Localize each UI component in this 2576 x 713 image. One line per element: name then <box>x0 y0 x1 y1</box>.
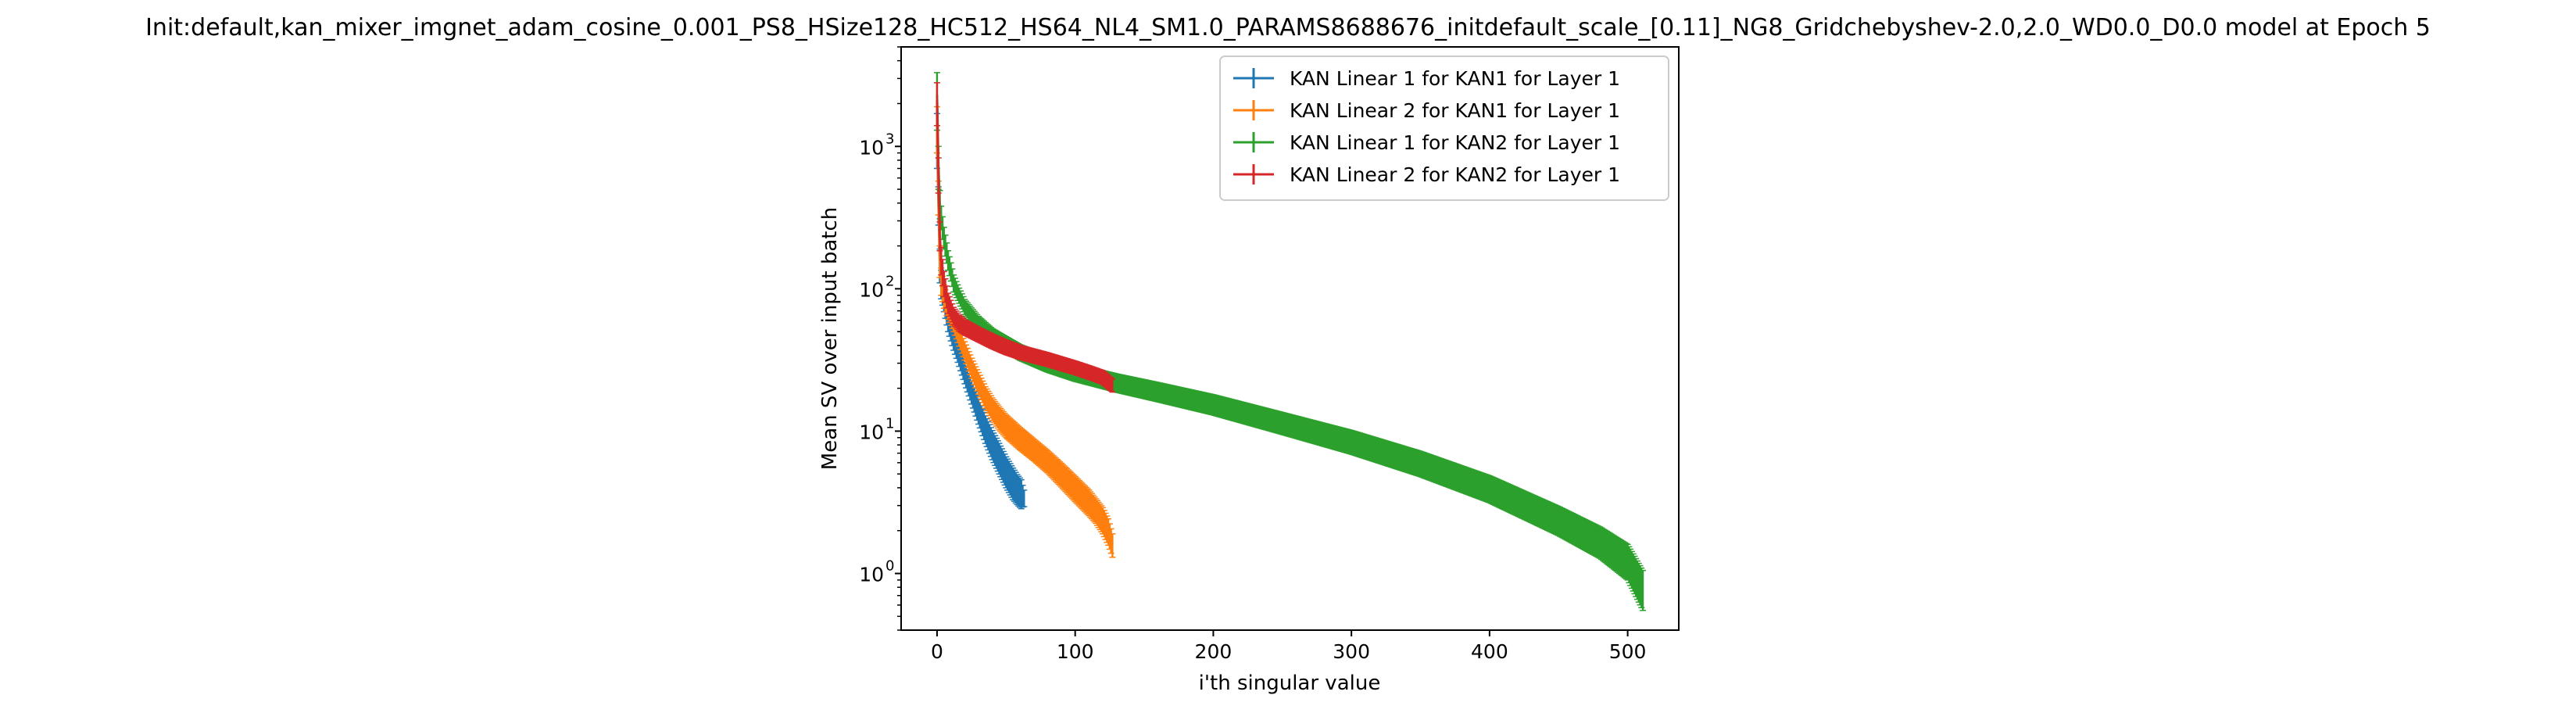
series-line <box>936 100 1114 386</box>
y-tick-exponent: 0 <box>886 558 894 575</box>
legend-entry: KAN Linear 2 for KAN2 for Layer 1 <box>1233 163 1620 186</box>
legend-label: KAN Linear 1 for KAN2 for Layer 1 <box>1290 131 1620 154</box>
x-tick-label: 300 <box>1333 640 1370 663</box>
y-tick-label: 10 <box>859 136 884 159</box>
y-tick-label: 10 <box>859 564 884 586</box>
legend-entry: KAN Linear 2 for KAN1 for Layer 1 <box>1233 99 1620 122</box>
y-tick-label: 10 <box>859 278 884 301</box>
series-line <box>936 125 1114 545</box>
x-tick-label: 500 <box>1609 640 1647 663</box>
x-tick-label: 100 <box>1057 640 1094 663</box>
plot-frame <box>900 46 1680 631</box>
legend: KAN Linear 1 for KAN1 for Layer 1 KAN Lin… <box>1219 56 1669 201</box>
x-tick-label: 400 <box>1471 640 1508 663</box>
series-3 <box>933 72 1647 611</box>
legend-label: KAN Linear 2 for KAN1 for Layer 1 <box>1290 99 1620 122</box>
x-tick-label: 0 <box>931 640 943 663</box>
y-tick-exponent: 1 <box>886 415 894 432</box>
legend-entry: KAN Linear 1 for KAN1 for Layer 1 <box>1233 67 1620 90</box>
x-axis: 0 100 200 300 400 500 <box>931 630 1646 663</box>
legend-label: KAN Linear 1 for KAN1 for Layer 1 <box>1290 67 1620 90</box>
chart-title: Init:default,kan_mixer_imgnet_adam_cosin… <box>145 14 2431 41</box>
x-tick-label: 200 <box>1195 640 1233 663</box>
legend-entry: KAN Linear 1 for KAN2 for Layer 1 <box>1233 131 1620 154</box>
y-tick-label: 10 <box>859 421 884 443</box>
series-line <box>936 134 1025 499</box>
legend-label: KAN Linear 2 for KAN2 for Layer 1 <box>1290 163 1620 186</box>
y-tick-exponent: 3 <box>886 131 894 147</box>
plot-marks <box>933 72 1647 611</box>
series-4 <box>933 82 1116 393</box>
legend-box <box>1219 56 1669 201</box>
y-tick-exponent: 2 <box>886 273 894 289</box>
y-axis-label: Mean SV over input batch <box>818 207 842 470</box>
x-axis-label: i'th singular value <box>1199 672 1381 695</box>
